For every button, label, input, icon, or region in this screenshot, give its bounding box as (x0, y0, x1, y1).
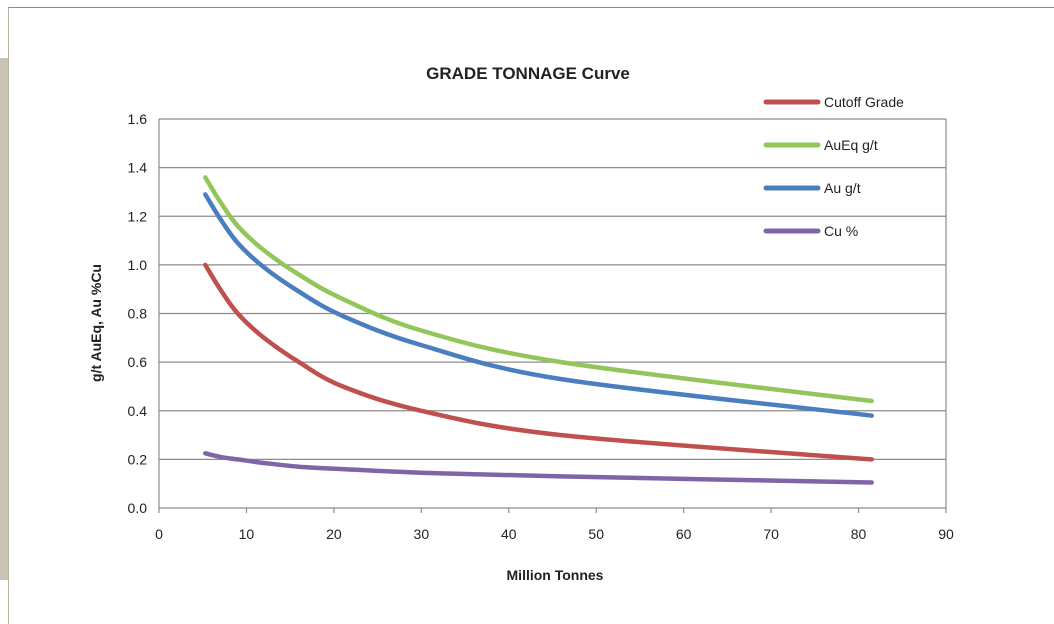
legend: Cutoff Grade AuEq g/t Au g/t Cu % (763, 94, 904, 239)
y-tick-label: 0.8 (128, 306, 148, 322)
x-tick-label: 30 (414, 526, 430, 542)
gridlines (159, 118, 946, 509)
y-tick-label: 0.6 (128, 354, 148, 370)
chart-frame (8, 7, 1054, 624)
plot-area (158, 119, 947, 508)
series-line-aueq-g-t (203, 175, 874, 404)
chart-title: GRADE TONNAGE Curve (426, 64, 630, 83)
x-tick-label: 50 (588, 526, 604, 542)
y-tick-label: 0.4 (128, 403, 148, 419)
y-tick-label: 0.0 (128, 500, 148, 516)
x-tick-labels: 0 10 20 30 40 50 60 70 80 90 (155, 508, 954, 542)
legend-label: AuEq g/t (824, 137, 878, 153)
series-lines (203, 175, 874, 485)
y-tick-label: 1.0 (128, 257, 148, 273)
series-line-cutoff-grade (203, 262, 874, 462)
x-tick-label: 10 (239, 526, 255, 542)
series-line-au-g-t (203, 192, 874, 418)
x-tick-label: 40 (501, 526, 517, 542)
x-tick-label: 0 (155, 526, 163, 542)
series-line-cu (203, 451, 874, 485)
y-tick-label: 1.4 (128, 160, 148, 176)
y-tick-label: 1.6 (128, 111, 148, 127)
y-tick-labels: 0.0 0.2 0.4 0.6 0.8 1.0 1.2 1.4 1.6 (128, 111, 148, 516)
side-strip (0, 58, 8, 580)
x-axis-title: Million Tonnes (507, 567, 604, 583)
legend-label: Au g/t (824, 180, 861, 196)
x-tick-label: 90 (938, 526, 954, 542)
x-tick-label: 70 (763, 526, 779, 542)
legend-label: Cu % (824, 223, 858, 239)
y-tick-label: 0.2 (128, 451, 148, 467)
x-tick-label: 20 (326, 526, 342, 542)
y-axis-title: g/t AuEq, Au %Cu (88, 264, 104, 382)
y-tick-label: 1.2 (128, 208, 148, 224)
x-tick-label: 60 (676, 526, 692, 542)
x-tick-label: 80 (851, 526, 867, 542)
legend-label: Cutoff Grade (824, 94, 904, 110)
